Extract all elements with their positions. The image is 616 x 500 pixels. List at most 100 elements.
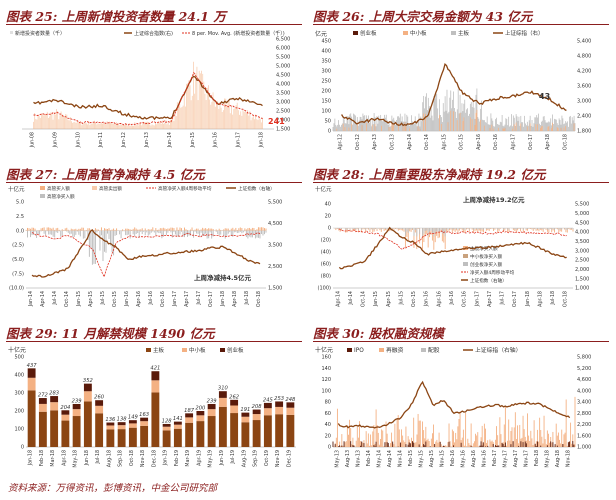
y-left-tick-label: 0	[328, 226, 331, 232]
x-tick-label: Oct-17	[528, 134, 534, 150]
bar-main	[106, 429, 115, 447]
y-left-tick-label: (80)	[321, 274, 331, 280]
y-right-tick-label: 4,500	[268, 221, 282, 227]
y-right-tick-label: 5,500	[276, 55, 290, 61]
y-right-tick-label: 1,500	[575, 276, 589, 282]
bar-chinext	[263, 402, 272, 409]
y-right-tick-label: 4,200	[577, 69, 591, 75]
x-tick-label: Jun-12	[121, 132, 127, 148]
y-left-tick-label: 80	[325, 400, 331, 406]
x-tick-label: Jul-19	[230, 450, 236, 465]
legend-swatch-new-investors	[10, 31, 13, 34]
bar-sme	[252, 414, 261, 421]
x-tick-label: Apr-16	[476, 134, 482, 150]
chart27-annotation: 上周净减持4.5亿元	[194, 273, 252, 282]
y-left-tick-label: 250	[321, 79, 331, 85]
y-left-tick-label: 60	[325, 411, 331, 417]
bar-value-label: 437	[27, 363, 38, 369]
x-tick-label: Sep-18	[118, 450, 124, 467]
y-right-tick-label: 1,500	[268, 286, 282, 292]
chart28: 十亿元 上周净减持19.2亿元 主板净买入额 中小板净买入额 创业板净买入额 净…	[315, 185, 589, 307]
x-tick-label: Jul-18	[550, 291, 556, 306]
bar-sme	[263, 408, 272, 416]
legend-ma: 高管净买入额4周移动平均	[158, 185, 212, 192]
bar-sme	[128, 423, 137, 428]
bar-main	[61, 420, 70, 447]
y-right-tick-label: 4,000	[276, 82, 290, 88]
x-tick-label: May-18	[73, 450, 79, 468]
bar-main	[218, 406, 227, 447]
chart30-title: 图表 30: 股权融资规模	[313, 326, 444, 341]
chart25-plot: 6,500 6,000 5,500 5,000 4,500 4,000 3,500 3,000…	[22, 37, 290, 148]
chart27-title-rule	[6, 182, 302, 183]
chart25-title: 图表 25: 上周新增投资者数量 24.1 万	[6, 9, 226, 24]
x-tick-label: Jan-17	[474, 291, 480, 307]
y-right-tick-label: 1,600	[577, 433, 591, 439]
x-tick-label: Jun-18	[84, 450, 90, 466]
x-tick-label: Apr-18	[232, 291, 238, 307]
bar-main	[252, 420, 261, 447]
y-left-tick-label: 50	[325, 119, 331, 125]
y-left-tick-label: 200	[14, 409, 24, 415]
x-tick-label: Aug-17	[513, 450, 519, 467]
legend-ipo: IPO	[354, 348, 364, 354]
x-tick-label: Apr-12	[338, 134, 344, 150]
bar-chinext	[151, 371, 160, 381]
bar-chinext	[106, 422, 115, 426]
x-tick-label: Oct-15	[112, 291, 118, 307]
x-tick-label: Jun-18	[259, 132, 265, 148]
y-right-tick-label: 5,800	[577, 355, 591, 361]
y-left-tick-label: (7.5)	[12, 271, 24, 277]
y-left-tick-label: (2.5)	[12, 243, 24, 249]
x-tick-label: Jun-11	[98, 132, 104, 148]
y-right-tick-label: 5,400	[577, 39, 591, 45]
y-right-tick-label: 2,400	[577, 114, 591, 120]
bar-chinext	[207, 403, 216, 410]
legend-swatch-sme	[182, 348, 187, 352]
bar-main	[173, 428, 182, 447]
bar-sme	[162, 426, 171, 431]
y-right-tick-label: 6,500	[276, 37, 290, 43]
legend-net: 高管净买入额	[47, 193, 75, 200]
x-tick-label: Apr-19	[196, 450, 202, 466]
x-tick-label: Aug-14	[387, 450, 393, 467]
series-line-index	[337, 380, 571, 429]
bar-chinext	[286, 402, 295, 408]
chart28-title: 图表 28: 上周重要股东净减持 19.2 亿元	[313, 167, 546, 182]
bar-value-label: 208	[252, 404, 263, 410]
y-left-tick-label: (60)	[321, 262, 331, 268]
x-tick-label: Oct-15	[459, 134, 465, 150]
bar-main	[38, 411, 47, 447]
bar-main	[72, 416, 81, 447]
x-tick-label: Oct-18	[562, 134, 568, 150]
x-tick-label: Apr-17	[487, 291, 493, 307]
bar-sme	[50, 402, 59, 411]
x-tick-label: Dec-18	[151, 450, 157, 467]
x-tick-label: Jun-15	[190, 132, 196, 148]
bar-chinext	[38, 398, 47, 404]
y-left-tick-label: 140	[321, 366, 331, 372]
y-right-tick-label: 5,000	[575, 211, 589, 217]
x-tick-label: Feb-14	[366, 450, 372, 466]
y-right-tick-label: 4,500	[575, 220, 589, 226]
x-tick-label: Jun-14	[167, 132, 173, 148]
bar-chinext	[162, 423, 171, 427]
legend-swatch-chinext	[220, 348, 225, 352]
x-tick-label: Jul-16	[148, 291, 154, 306]
chart29: 十亿元 主板 中小板 创业板 500 400 300 200 100 0 Jan-18 Feb…	[8, 346, 296, 468]
legend-rights: 配股	[428, 347, 440, 354]
y-left-tick-label: 100	[14, 427, 24, 433]
legend-swatch-buy	[40, 186, 45, 190]
x-tick-label: Jun-13	[144, 132, 150, 148]
y-right-tick-label: 2,200	[577, 422, 591, 428]
y-right-tick-label: 4,000	[575, 230, 589, 236]
bar-sme	[106, 425, 115, 430]
bar-value-label: 421	[150, 366, 160, 372]
y-unit: 十亿元	[8, 185, 25, 193]
chart29-title-rule	[6, 341, 302, 342]
bar-main	[162, 430, 171, 447]
y-right-tick-label: 3,400	[577, 400, 591, 406]
y-right-tick-label: 3,500	[575, 239, 589, 245]
bar-main	[95, 413, 104, 447]
legend-sme: 中小板	[189, 346, 206, 354]
